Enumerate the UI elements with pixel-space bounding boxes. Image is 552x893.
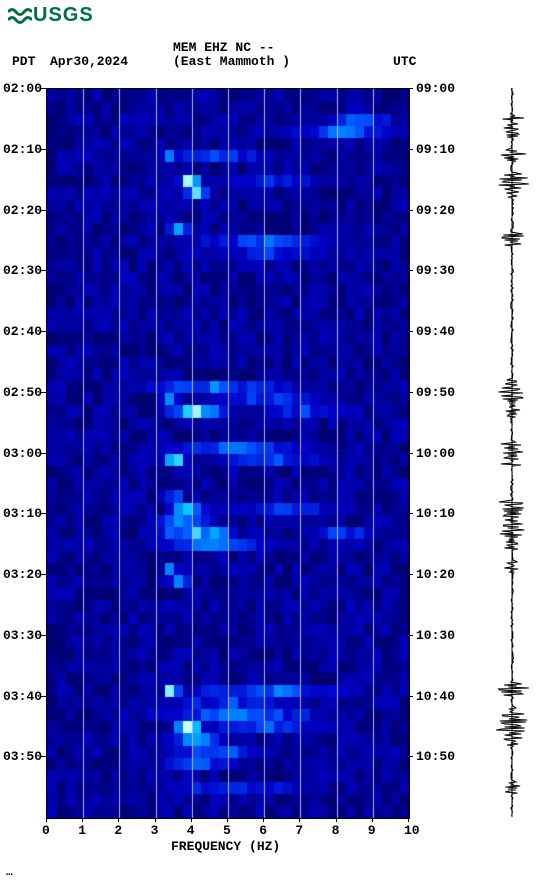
seismic-trace: [492, 88, 532, 817]
tick-mark: [408, 270, 413, 271]
x-tick: 6: [259, 823, 267, 838]
x-tick: 4: [187, 823, 195, 838]
tick-mark: [41, 88, 46, 89]
utc-label: UTC: [393, 54, 416, 69]
x-tick: 0: [42, 823, 50, 838]
tick-mark: [408, 635, 413, 636]
tick-mark: [408, 88, 413, 89]
x-tick: 10: [404, 823, 420, 838]
tick-mark: [408, 331, 413, 332]
right-time-tick: 10:40: [416, 689, 455, 704]
tick-mark: [408, 149, 413, 150]
tick-mark: [41, 149, 46, 150]
right-time-tick: 10:30: [416, 628, 455, 643]
left-time-tick: 02:10: [3, 142, 42, 157]
tick-mark: [263, 817, 264, 822]
footer-glyph: …: [6, 867, 13, 879]
tick-mark: [41, 331, 46, 332]
usgs-logo-text: USGS: [33, 4, 94, 27]
x-tick: 7: [295, 823, 303, 838]
tick-mark: [408, 210, 413, 211]
tick-mark: [408, 696, 413, 697]
station-line2: (East Mammoth ): [173, 54, 290, 69]
right-time-tick: 10:00: [416, 446, 455, 461]
right-time-tick: 09:00: [416, 81, 455, 96]
tick-mark: [46, 817, 47, 822]
tick-mark: [155, 817, 156, 822]
right-time-tick: 10:10: [416, 506, 455, 521]
left-time-tick: 03:20: [3, 567, 42, 582]
tick-mark: [118, 817, 119, 822]
left-time-tick: 03:10: [3, 506, 42, 521]
left-time-tick: 02:00: [3, 81, 42, 96]
tick-mark: [41, 635, 46, 636]
right-time-tick: 10:20: [416, 567, 455, 582]
x-tick: 1: [78, 823, 86, 838]
right-time-tick: 09:40: [416, 324, 455, 339]
tick-mark: [299, 817, 300, 822]
tick-mark: [372, 817, 373, 822]
tick-mark: [408, 756, 413, 757]
station-line1: MEM EHZ NC --: [173, 40, 274, 55]
left-time-tick: 02:50: [3, 385, 42, 400]
tick-mark: [41, 696, 46, 697]
left-time-tick: 02:30: [3, 263, 42, 278]
header-date: Apr30,2024: [50, 54, 128, 69]
left-time-tick: 02:20: [3, 203, 42, 218]
tick-mark: [408, 453, 413, 454]
right-time-tick: 09:50: [416, 385, 455, 400]
tick-mark: [41, 574, 46, 575]
tick-mark: [41, 210, 46, 211]
tick-mark: [82, 817, 83, 822]
tick-mark: [408, 574, 413, 575]
tick-mark: [41, 392, 46, 393]
tick-mark: [408, 392, 413, 393]
x-tick: 3: [151, 823, 159, 838]
left-time-tick: 03:40: [3, 689, 42, 704]
usgs-wave-icon: [8, 4, 32, 26]
tick-mark: [41, 270, 46, 271]
spectrogram-plot: [46, 88, 410, 819]
left-time-tick: 02:40: [3, 324, 42, 339]
left-time-tick: 03:30: [3, 628, 42, 643]
right-time-tick: 09:10: [416, 142, 455, 157]
right-time-tick: 09:30: [416, 263, 455, 278]
right-time-tick: 10:50: [416, 749, 455, 764]
right-time-tick: 09:20: [416, 203, 455, 218]
tick-mark: [227, 817, 228, 822]
left-time-tick: 03:50: [3, 749, 42, 764]
usgs-logo: USGS: [8, 4, 94, 26]
x-tick: 5: [223, 823, 231, 838]
tick-mark: [41, 453, 46, 454]
tick-mark: [41, 756, 46, 757]
tick-mark: [191, 817, 192, 822]
left-time-tick: 03:00: [3, 446, 42, 461]
tick-mark: [408, 817, 409, 822]
page: { "logo": { "text": "USGS", "color": "#0…: [0, 0, 552, 893]
x-tick: 8: [332, 823, 340, 838]
tick-mark: [408, 513, 413, 514]
spectrogram-canvas: [47, 89, 409, 818]
tick-mark: [41, 513, 46, 514]
pdt-label: PDT: [12, 54, 35, 69]
tick-mark: [336, 817, 337, 822]
x-tick: 2: [114, 823, 122, 838]
x-axis-label: FREQUENCY (HZ): [171, 839, 280, 854]
x-tick: 9: [368, 823, 376, 838]
